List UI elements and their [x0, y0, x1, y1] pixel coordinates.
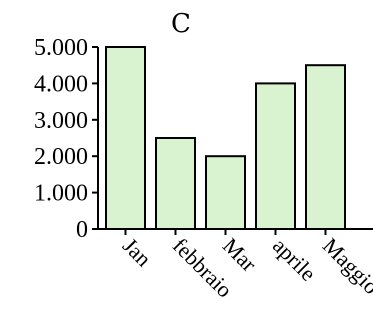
bars-group: [105, 46, 346, 231]
bar-febbraio: [155, 137, 196, 230]
y-tick-label: 3.000: [34, 108, 88, 134]
bar-maggio: [305, 64, 346, 230]
y-tick-label: 2.000: [34, 144, 88, 170]
bar-aprile: [255, 82, 296, 231]
x-tick-label: Jan: [118, 233, 156, 271]
x-tick-label: Maggio: [318, 233, 373, 299]
chart-title: C: [171, 9, 191, 39]
y-tick-label: 1.000: [34, 181, 88, 207]
bar-mar: [205, 155, 246, 230]
y-tick-label: 4.000: [34, 71, 88, 97]
y-tick-label: 5.000: [34, 35, 88, 61]
x-tick-label: Mar: [218, 233, 262, 277]
y-tick-label: 0: [76, 217, 88, 243]
y-axis-ticks: 0 1.000 2.000 3.000 4.000 5.000: [34, 35, 98, 243]
x-tick-label: aprile: [268, 233, 321, 286]
bar-jan: [105, 46, 146, 230]
